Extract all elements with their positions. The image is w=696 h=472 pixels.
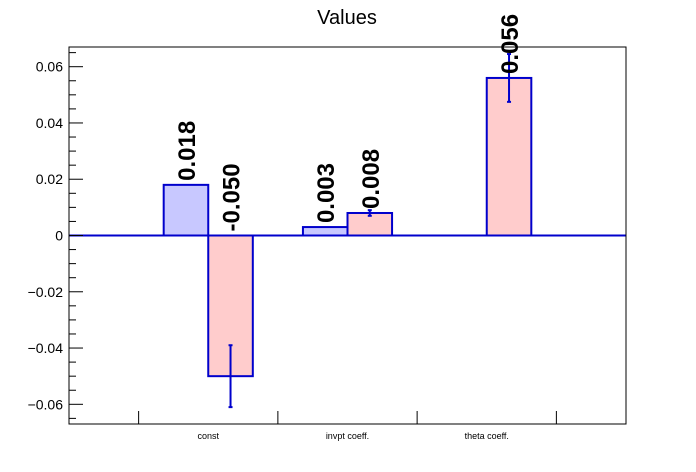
y-tick-label: 0.02 bbox=[36, 171, 63, 187]
x-tick-label: theta coeff. bbox=[465, 431, 509, 441]
y-tick-label: −0.04 bbox=[28, 340, 64, 356]
x-tick-label: invpt coeff. bbox=[326, 431, 369, 441]
bar-value-label: 0.056 bbox=[497, 14, 524, 74]
bar-series1-1 bbox=[301, 226, 349, 237]
bar-value-label: 0.018 bbox=[174, 121, 201, 181]
bar-value-label: 0.008 bbox=[358, 149, 385, 209]
bar-value-label: 0.003 bbox=[313, 163, 340, 223]
y-tick-label: 0 bbox=[55, 228, 63, 244]
y-tick-label: −0.06 bbox=[28, 396, 64, 412]
y-tick-label: 0.06 bbox=[36, 59, 63, 75]
x-tick-label: const bbox=[197, 431, 219, 441]
y-tick-label: −0.02 bbox=[28, 284, 64, 300]
y-axis: −0.06 −0.04 −0.02 0 0.02 0.04 0.06 bbox=[28, 52, 83, 419]
bar-value-label: -0.050 bbox=[219, 163, 246, 231]
x-axis: const invpt coeff. theta coeff. bbox=[138, 411, 557, 441]
bar-series1-0 bbox=[162, 183, 210, 237]
chart-title: Values bbox=[317, 7, 377, 29]
y-tick-label: 0.04 bbox=[36, 115, 63, 131]
plot-area: 0.018 0.003 -0.050 0.008 0.056 bbox=[69, 14, 626, 409]
